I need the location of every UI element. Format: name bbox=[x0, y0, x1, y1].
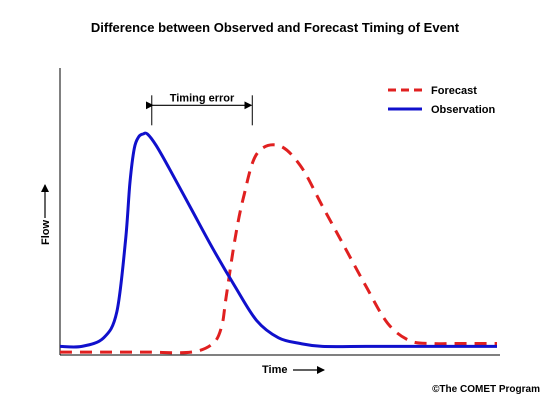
x-axis-label: Time bbox=[262, 364, 287, 376]
series-line-forecast bbox=[59, 143, 497, 355]
legend-label-observation: Observation bbox=[431, 104, 495, 116]
y-axis-label: Flow bbox=[40, 220, 52, 245]
legend-label-forecast: Forecast bbox=[431, 85, 477, 97]
series-line-observation bbox=[59, 131, 497, 349]
legend: Forecast Observation bbox=[388, 85, 495, 116]
chart-title: Difference between Observed and Forecast… bbox=[91, 20, 460, 35]
credit-text: ©The COMET Program bbox=[432, 384, 540, 395]
timing-error-label: Timing error bbox=[170, 92, 235, 104]
